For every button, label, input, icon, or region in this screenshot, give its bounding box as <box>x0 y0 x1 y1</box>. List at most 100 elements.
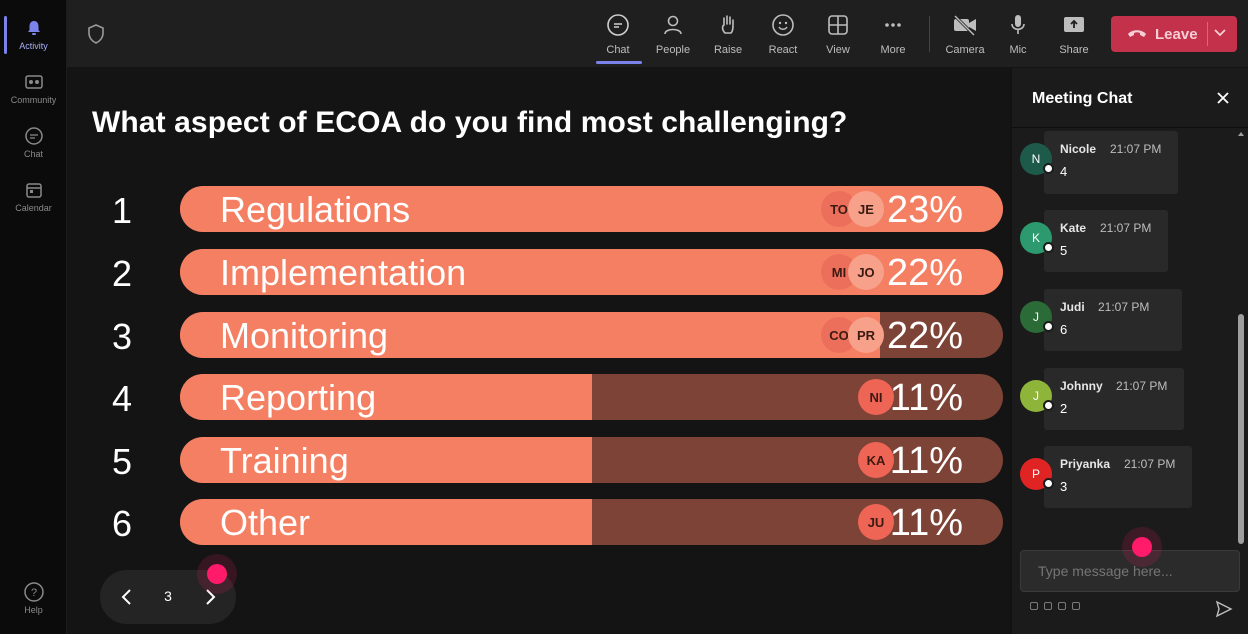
chevron-left-icon[interactable] <box>116 586 138 608</box>
message-author: Johnny <box>1060 379 1103 393</box>
option-percent: 11% <box>889 440 963 482</box>
share-screen-icon <box>1061 12 1087 38</box>
raise-hand-button[interactable]: Raise <box>702 8 754 62</box>
rail-item-community[interactable]: Community <box>0 62 67 114</box>
react-button[interactable]: React <box>757 8 809 62</box>
option-bar-fill <box>180 312 880 358</box>
option-percent: 22% <box>886 315 963 357</box>
message-text: 2 <box>1060 401 1068 416</box>
option-bar-fill <box>180 499 592 545</box>
rail-item-calendar[interactable]: Calendar <box>0 170 67 222</box>
option-percent: 23% <box>886 189 963 231</box>
chat-button[interactable]: Chat <box>592 8 644 62</box>
voter-avatar: NI <box>858 379 894 415</box>
option-number: 3 <box>111 316 133 357</box>
message-text: 6 <box>1060 322 1068 337</box>
poll-option-row: 4 Reporting 11% NI <box>67 374 1011 420</box>
presence-status-icon <box>1043 478 1054 489</box>
option-number: 1 <box>111 190 133 231</box>
close-icon[interactable] <box>1215 90 1231 106</box>
avatar-initial: P <box>1031 467 1040 481</box>
poll-option-row: 1 Regulations 23% TO JE <box>67 186 1011 232</box>
option-label: Other <box>220 502 311 543</box>
chat-message[interactable]: Kate 21:07 PM 5 <box>1044 210 1168 272</box>
more-dots-icon <box>880 12 906 38</box>
presence-status-icon <box>1043 321 1054 332</box>
gif-icon[interactable] <box>1072 602 1080 610</box>
chat-message[interactable]: Johnny 21:07 PM 2 <box>1044 368 1184 430</box>
meeting-toolbar: Chat People Raise React View More <box>67 0 1248 68</box>
presence-status-icon <box>1043 163 1054 174</box>
option-bar: Reporting 11% NI <box>180 374 1003 420</box>
raise-label: Raise <box>713 44 743 56</box>
option-label: Regulations <box>220 189 411 230</box>
attach-icon[interactable] <box>1044 602 1052 610</box>
option-label: Implementation <box>220 252 467 293</box>
leave-button[interactable]: Leave <box>1111 16 1237 52</box>
scrollbar-thumb[interactable] <box>1238 314 1244 544</box>
shield-icon[interactable] <box>87 24 105 44</box>
option-bar: Monitoring 22% CO PR <box>180 312 1003 358</box>
raise-hand-icon <box>715 12 741 38</box>
chat-title: Meeting Chat <box>1032 90 1133 107</box>
chat-label: Chat <box>606 44 630 56</box>
poll-option-row: 5 Training 11% KA <box>67 437 1011 483</box>
option-bar: Training 11% KA <box>180 437 1003 483</box>
leave-label: Leave <box>1155 25 1198 43</box>
option-bar: Implementation 22% MI JO <box>180 249 1003 295</box>
option-number: 4 <box>111 378 133 419</box>
presence-status-icon <box>1043 242 1054 253</box>
format-icon[interactable] <box>1030 602 1038 610</box>
chat-message[interactable]: Priyanka 21:07 PM 3 <box>1044 446 1192 508</box>
chat-icon <box>605 12 631 38</box>
smiley-icon <box>770 12 796 38</box>
page-number: 3 <box>164 588 172 604</box>
chevron-right-icon[interactable] <box>199 586 221 608</box>
avatar-initial: N <box>1031 152 1041 166</box>
mic-button[interactable]: Mic <box>992 8 1044 62</box>
option-label: Training <box>220 440 349 481</box>
presence-status-icon <box>1043 400 1054 411</box>
option-number: 2 <box>111 253 133 294</box>
chat-message[interactable]: Nicole 21:07 PM 4 <box>1044 131 1178 194</box>
chevron-down-icon[interactable] <box>1213 25 1227 43</box>
message-time: 21:07 PM <box>1098 300 1150 314</box>
message-author: Judi <box>1060 300 1085 314</box>
calendar-icon <box>23 180 45 200</box>
meeting-chat-panel: Meeting Chat Nicole 21:07 PM 4 N Kate 21:07 P… <box>1011 68 1248 634</box>
share-label: Share <box>1059 44 1089 56</box>
help-icon: ? <box>23 581 45 602</box>
rail-item-chat[interactable]: Chat <box>0 116 67 168</box>
message-author: Priyanka <box>1060 457 1111 471</box>
message-time: 21:07 PM <box>1116 379 1168 393</box>
more-button[interactable]: More <box>867 8 919 62</box>
send-icon[interactable] <box>1215 600 1233 618</box>
rail-item-activity[interactable]: Activity <box>0 8 67 60</box>
message-time: 21:07 PM <box>1100 221 1152 235</box>
avatar-initial: J <box>1033 389 1039 403</box>
option-bar: Regulations 23% TO JE <box>180 186 1003 232</box>
mic-label: Mic <box>1009 44 1027 56</box>
emoji-icon[interactable] <box>1058 602 1066 610</box>
share-button[interactable]: Share <box>1048 8 1100 62</box>
toolbar-divider <box>929 16 930 52</box>
app-rail: Activity Community Chat Calendar ? Help <box>0 0 67 634</box>
avatar: N <box>1020 143 1054 175</box>
option-bar: Other 11% JU <box>180 499 1003 545</box>
camera-button[interactable]: Camera <box>939 8 991 62</box>
chat-message[interactable]: Judi 21:07 PM 6 <box>1044 289 1182 351</box>
option-percent: 11% <box>889 377 963 419</box>
avatar-initial: K <box>1031 231 1040 245</box>
view-button[interactable]: View <box>812 8 864 62</box>
cursor-pointer <box>207 564 227 584</box>
rail-item-help[interactable]: ? Help <box>0 572 67 624</box>
chat-message-input[interactable] <box>1020 550 1240 592</box>
voter-avatar: PR <box>848 317 884 353</box>
people-button[interactable]: People <box>647 8 699 62</box>
svg-text:?: ? <box>30 587 36 599</box>
message-text: 4 <box>1060 164 1068 179</box>
message-author: Kate <box>1060 221 1087 235</box>
chat-scrollbar[interactable] <box>1236 130 1246 544</box>
avatar: J <box>1020 301 1054 333</box>
more-label: More <box>880 44 906 56</box>
